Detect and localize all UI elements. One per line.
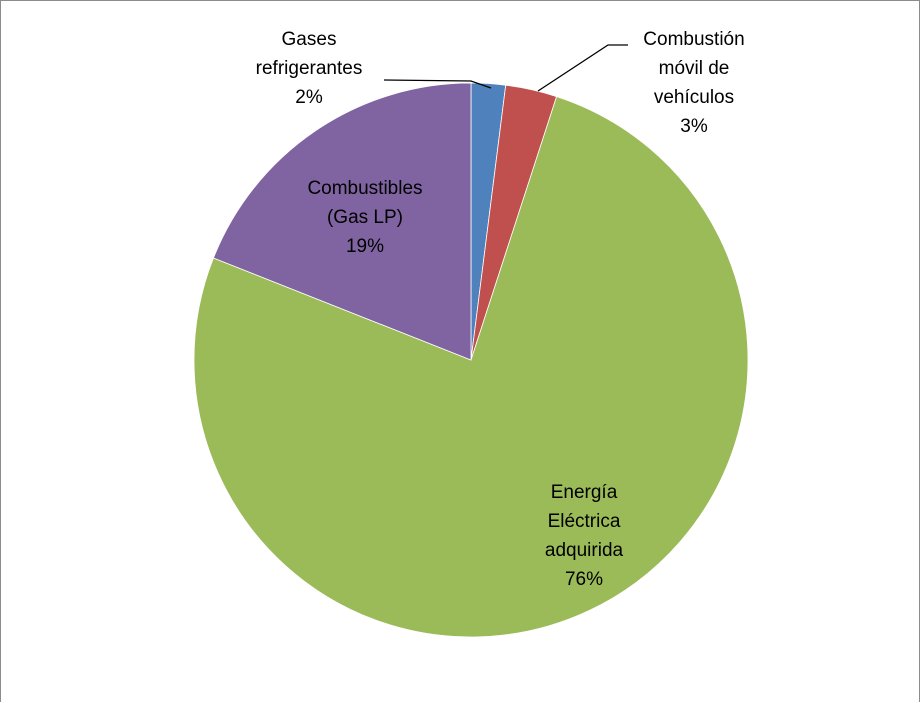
data-label-2: Energía Eléctrica adquirida 76% xyxy=(545,482,624,590)
leader-line-1 xyxy=(537,44,628,92)
data-label-value: 19% xyxy=(346,236,384,257)
data-label-value: 2% xyxy=(295,87,323,108)
data-label-text: Energía xyxy=(551,482,618,503)
data-label-text: vehículos xyxy=(654,87,734,108)
data-label-text: Gases xyxy=(282,29,337,50)
data-label-3: Combustibles (Gas LP) 19% xyxy=(307,178,422,257)
pie-slice-2 xyxy=(193,96,749,638)
data-label-text: (Gas LP) xyxy=(327,207,403,228)
data-label-value: 76% xyxy=(565,569,603,590)
data-label-text: Combustibles xyxy=(307,178,422,199)
data-label-text: adquirida xyxy=(545,540,624,561)
data-label-text: Eléctrica xyxy=(548,511,621,532)
data-label-text: refrigerantes xyxy=(256,58,363,79)
pie-slice-3 xyxy=(212,82,472,361)
data-label-text: móvil de xyxy=(659,58,730,79)
leader-line-0 xyxy=(383,79,492,89)
data-label-text: Combustión xyxy=(643,29,744,50)
data-label-value: 3% xyxy=(680,116,708,137)
data-label-1: Combustión móvil de vehículos 3% xyxy=(643,29,744,137)
data-label-0: Gases refrigerantes 2% xyxy=(256,29,363,108)
